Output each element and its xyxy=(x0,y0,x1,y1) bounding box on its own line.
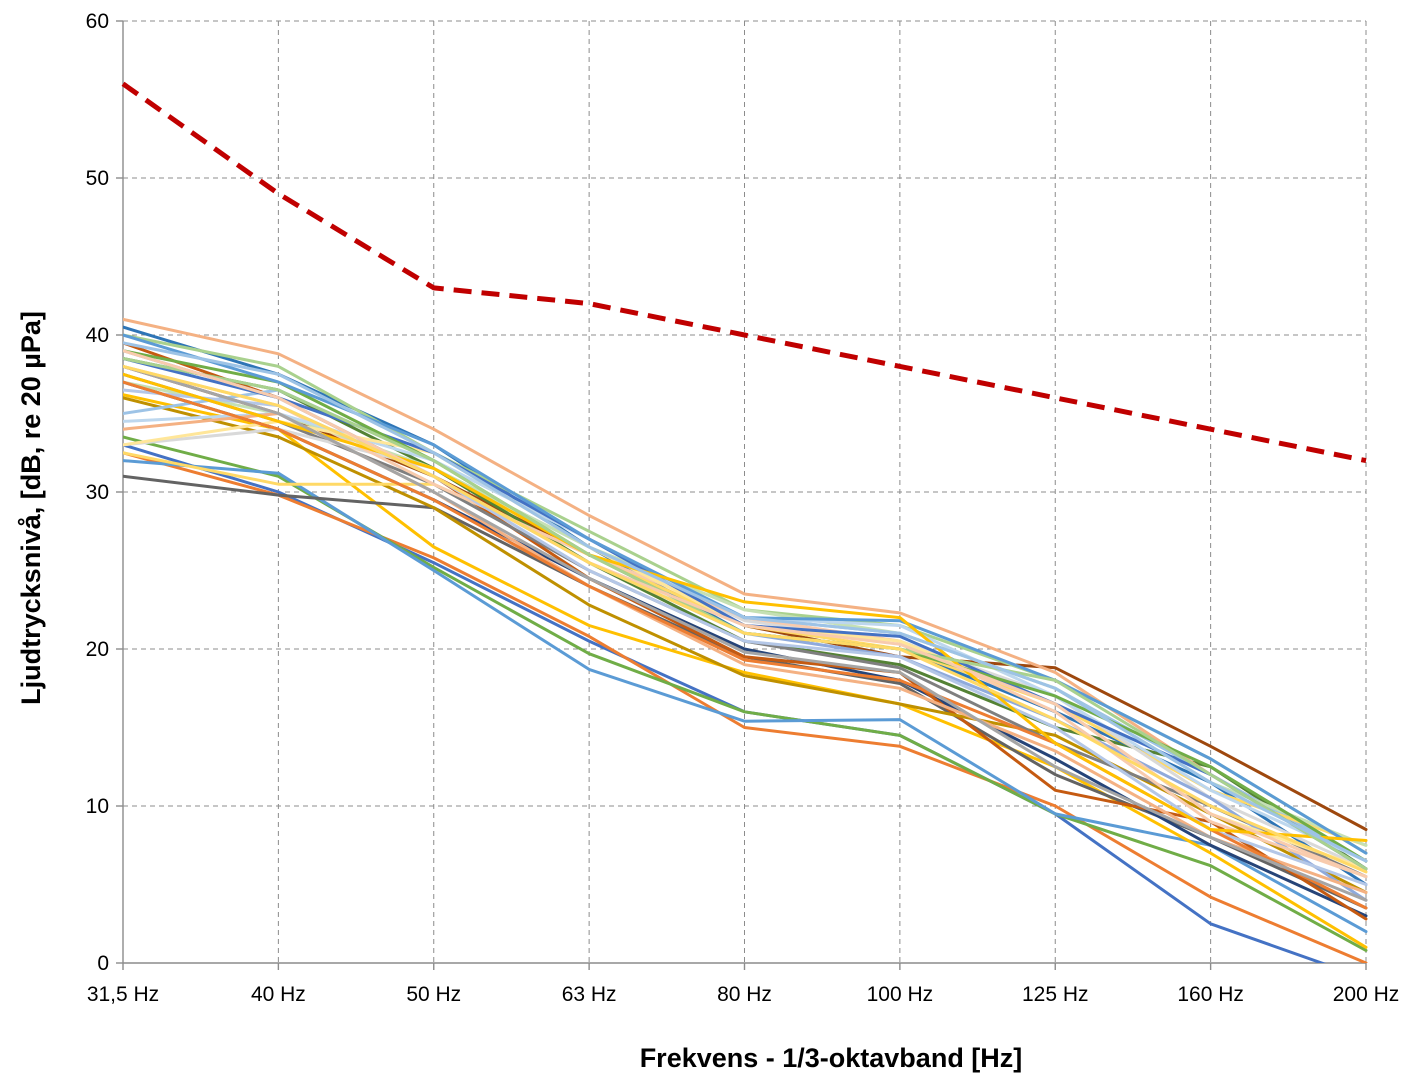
y-tick-label: 10 xyxy=(86,795,109,818)
y-tick-labels: 0 10 20 30 40 50 60 xyxy=(86,10,109,975)
y-tick-label: 60 xyxy=(86,10,109,33)
x-axis-title: Frekvens - 1/3-oktavband [Hz] xyxy=(640,1043,1023,1073)
series-line-5 xyxy=(123,393,1368,949)
x-tick-label: 31,5 Hz xyxy=(87,983,159,1006)
y-tick-label: 40 xyxy=(86,324,109,347)
x-tick-label: 63 Hz xyxy=(562,983,617,1006)
y-tick-label: 50 xyxy=(86,167,109,190)
x-tick-label: 80 Hz xyxy=(717,983,772,1006)
y-tick-label: 20 xyxy=(86,638,109,661)
series-line-2 xyxy=(123,451,1368,963)
axes xyxy=(116,20,1367,970)
x-tick-label: 40 Hz xyxy=(251,983,306,1006)
series-lines xyxy=(123,317,1368,963)
x-tick-label: 200 Hz xyxy=(1333,983,1400,1006)
limit-line-group xyxy=(121,81,1367,464)
y-tick-label: 30 xyxy=(86,481,109,504)
series-line-33 xyxy=(123,341,1368,863)
series-line-31 xyxy=(123,364,1368,902)
x-tick-label: 50 Hz xyxy=(406,983,461,1006)
series-line-18 xyxy=(123,427,1368,871)
series-line-30 xyxy=(123,372,1368,842)
x-tick-labels: 31,5 Hz 40 Hz 50 Hz 63 Hz 80 Hz 100 Hz 125 Hz 1… xyxy=(87,983,1399,1006)
x-tick-label: 125 Hz xyxy=(1022,983,1089,1006)
limit-line xyxy=(121,81,1367,464)
series-line-14 xyxy=(123,317,1368,863)
series-line-3 xyxy=(123,435,1368,952)
x-tick-label: 160 Hz xyxy=(1177,983,1244,1006)
series-line-4 xyxy=(123,459,1368,934)
series-line-35 xyxy=(123,364,1368,874)
series-line-12 xyxy=(123,396,1368,894)
y-tick-label: 0 xyxy=(97,952,109,975)
y-axis-title: Ljudtrycksnivå, [dB, re 20 µPa] xyxy=(16,311,46,705)
x-tick-label: 100 Hz xyxy=(867,983,934,1006)
